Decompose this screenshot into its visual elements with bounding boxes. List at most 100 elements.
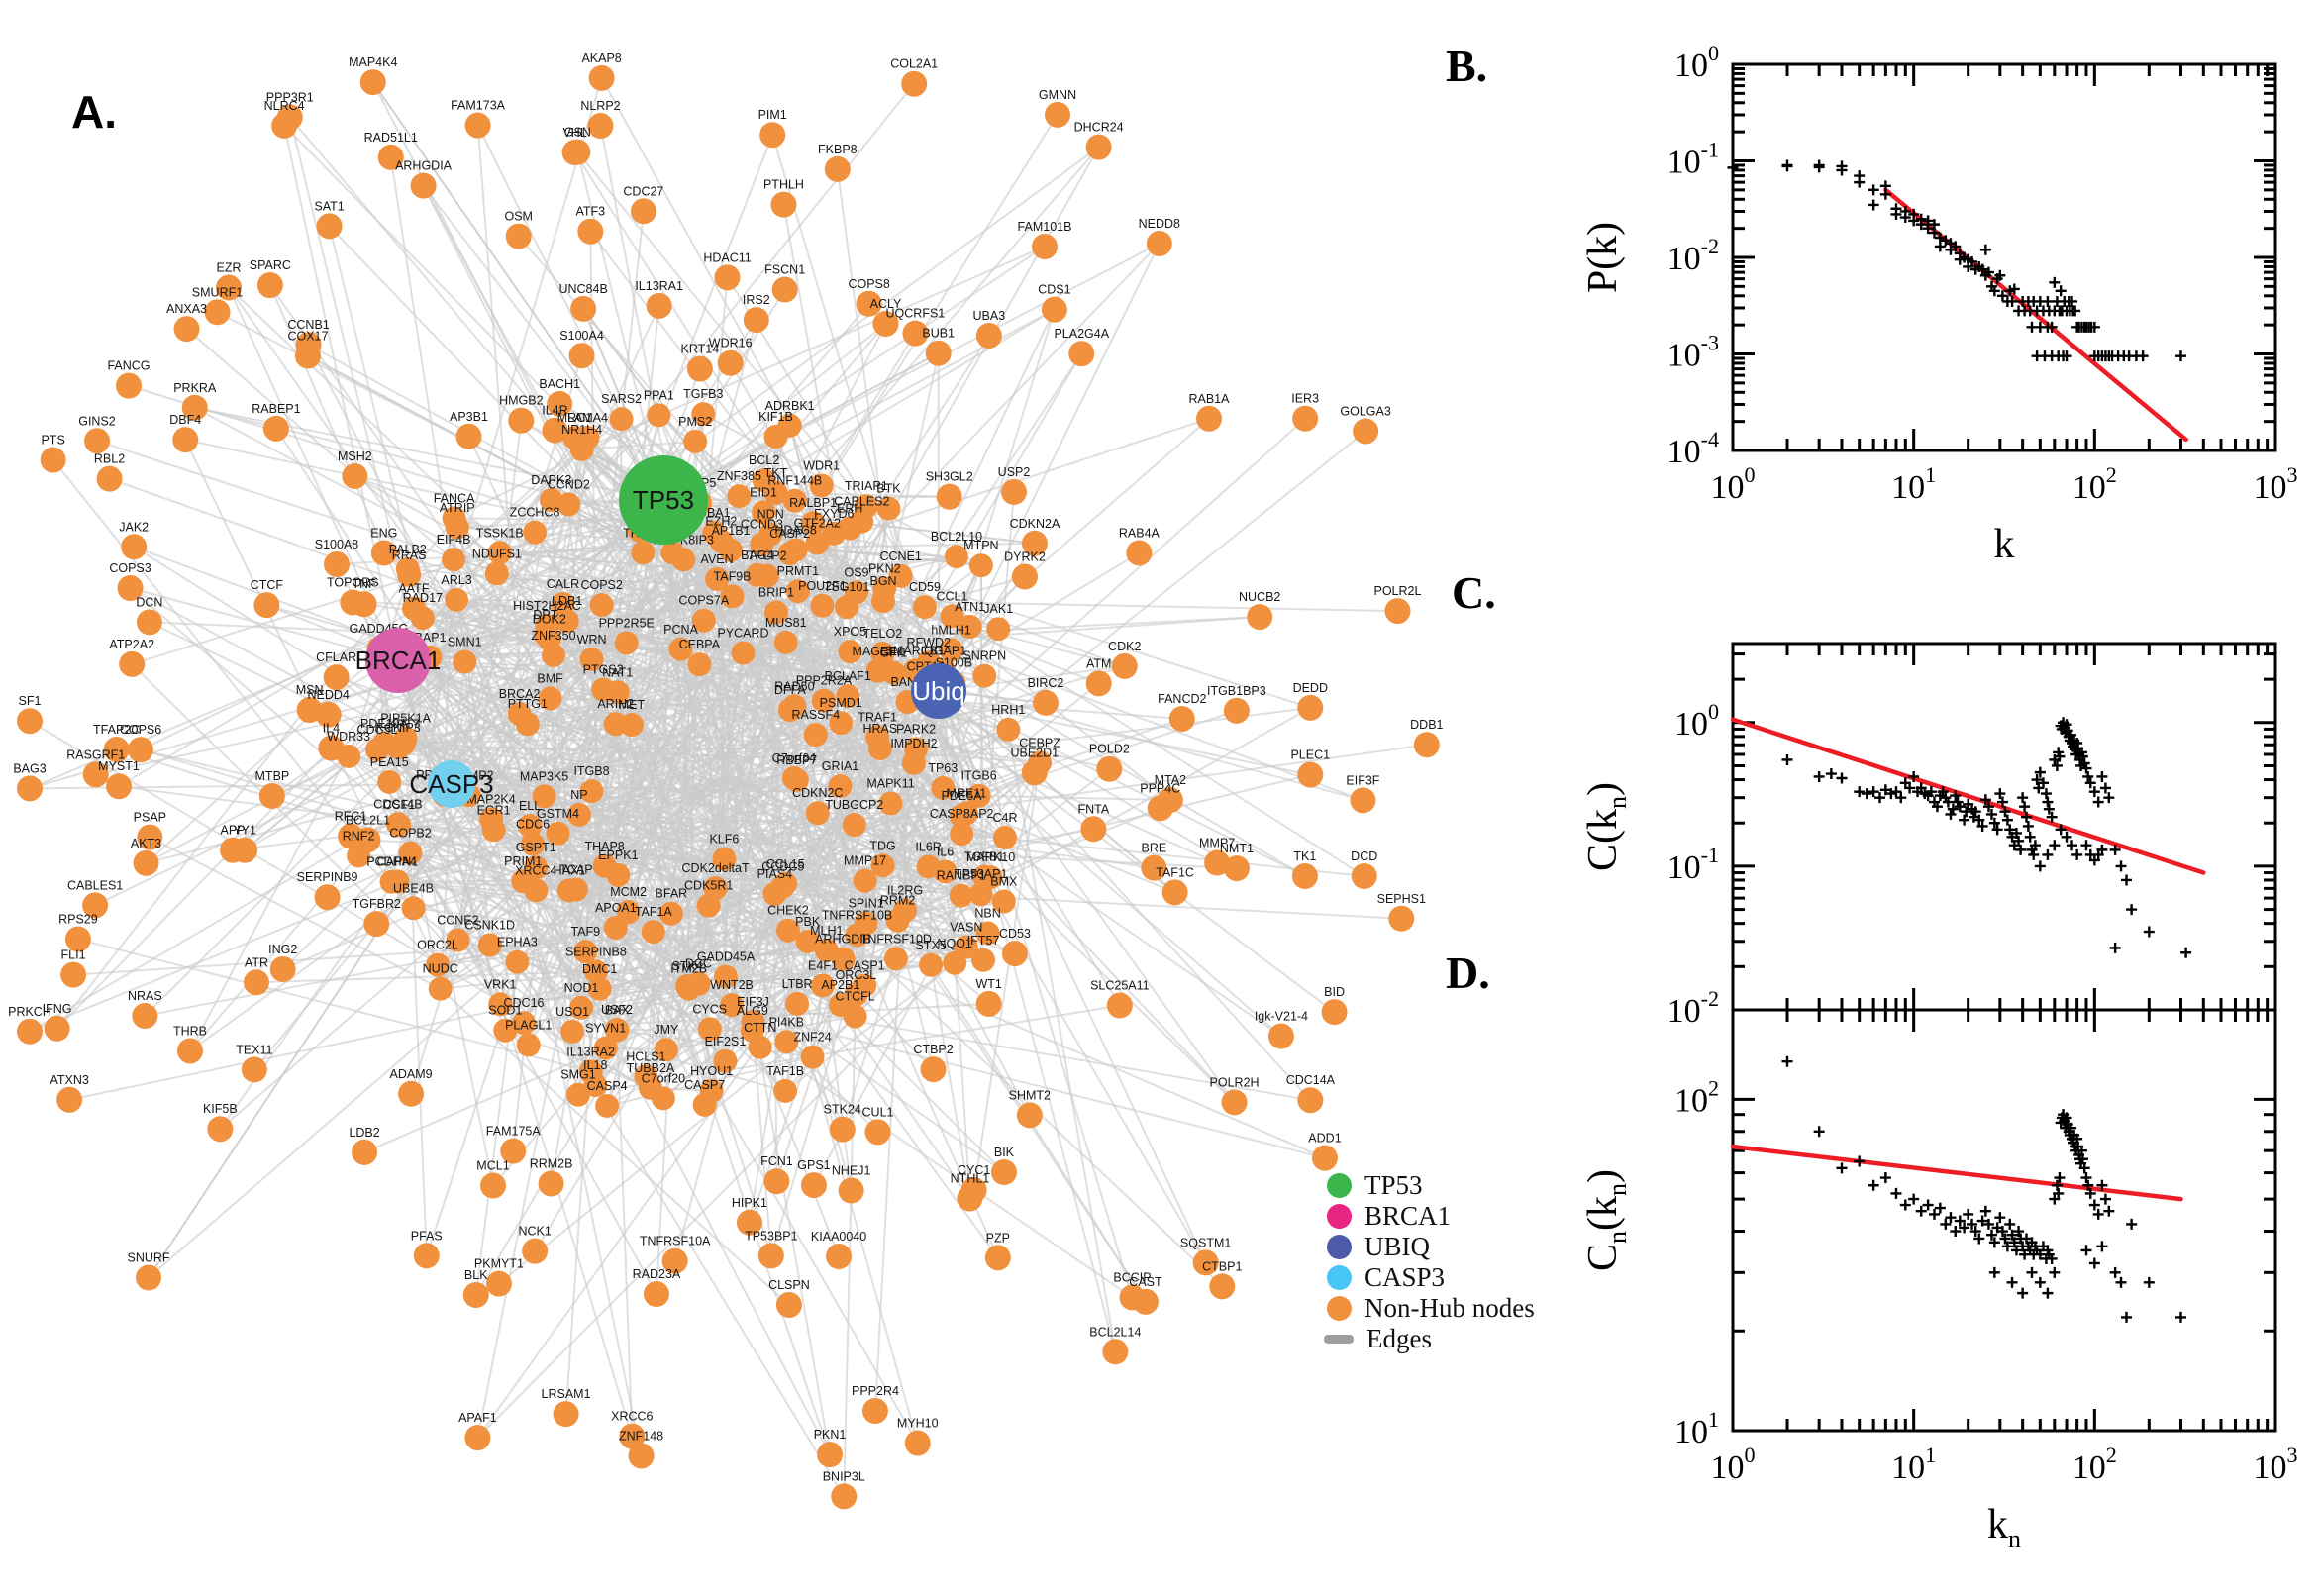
network-edge <box>662 322 887 501</box>
network-node <box>119 650 146 677</box>
network-edge <box>283 124 399 661</box>
network-edge <box>348 754 601 990</box>
axis-ticks <box>1731 1010 2277 1433</box>
network-node <box>342 462 368 489</box>
network-node-label: TAF9B <box>714 569 752 583</box>
network-node <box>1321 999 1348 1026</box>
network-node <box>258 783 285 810</box>
network-node-label: MTBP <box>255 769 290 783</box>
network-node <box>826 1244 853 1270</box>
network-node-label: EIF2S1 <box>705 1035 747 1048</box>
network-node-label: APOA1 <box>595 901 637 915</box>
network-node-label: GPS1 <box>797 1158 830 1172</box>
network-node-label: PSAP <box>134 811 166 825</box>
network-node <box>508 407 535 434</box>
network-edge <box>1007 728 1117 1353</box>
network-node <box>410 172 437 199</box>
network-node-label: AP2B1 <box>821 978 859 992</box>
network-edge <box>498 551 710 907</box>
network-node <box>763 600 788 625</box>
network-node <box>782 488 807 513</box>
network-node <box>136 1264 162 1291</box>
network-node-label: VASN <box>950 921 982 935</box>
network-node <box>811 688 836 713</box>
network-node <box>271 112 298 139</box>
network-node <box>990 1159 1017 1186</box>
network-node-label: ENG <box>370 526 397 540</box>
network-node <box>916 854 941 879</box>
network-node-label: MLH1 <box>810 924 843 938</box>
network-node-label: TAF1B <box>766 1064 804 1078</box>
network-node <box>743 307 769 334</box>
network-node-label: PPP2R2A <box>796 674 853 688</box>
network-node <box>538 1170 564 1197</box>
network-node-label: BUB1 <box>922 327 955 341</box>
network-node-label: EIF3J <box>737 995 769 1009</box>
network-edge <box>811 893 982 1058</box>
network-node-label: PRKCH <box>8 1005 51 1019</box>
network-edge <box>412 607 933 966</box>
x-axis-title: k <box>1994 522 2015 567</box>
network-node-label: CDK2deltaT <box>682 861 750 875</box>
network-node <box>777 541 802 565</box>
network-node <box>1209 1273 1236 1300</box>
network-node-label: CTBP1 <box>1202 1259 1242 1273</box>
y-tick-label: 10-2 <box>1667 234 1719 277</box>
network-node <box>950 822 974 847</box>
network-node <box>117 575 144 602</box>
network-edge <box>535 889 582 1009</box>
network-node-label: BMX <box>990 875 1018 889</box>
network-node <box>720 993 745 1018</box>
network-node <box>1041 296 1067 323</box>
network-node-label: HAX1 <box>554 863 586 877</box>
node-swatch-icon <box>1327 1235 1352 1259</box>
network-node-label: RANBP1 <box>937 869 986 883</box>
network-node <box>878 791 903 816</box>
network-node <box>958 614 982 639</box>
y-tick-label: 100 <box>1674 41 1719 84</box>
network-node <box>758 522 783 547</box>
network-node-label: CFLAR <box>316 650 356 664</box>
network-node <box>446 928 470 952</box>
network-edges <box>29 76 1428 1498</box>
network-node-label: PLA2G4A <box>1054 327 1109 341</box>
network-node <box>1350 787 1376 814</box>
network-node-label: THRB <box>173 1024 207 1038</box>
network-node-label: SERPINB8 <box>565 945 627 958</box>
network-node-label: THAP8 <box>584 840 624 853</box>
network-node <box>17 708 43 735</box>
network-node <box>1045 101 1071 128</box>
network-node-label: ZNF24 <box>793 1031 831 1045</box>
legend-item-casp3: CASP3 <box>1327 1262 1535 1293</box>
network-node <box>641 920 665 945</box>
network-node-label: VRK1 <box>484 977 517 991</box>
network-node <box>876 496 901 521</box>
network-node <box>269 955 296 982</box>
network-node-label: PI4KB <box>769 1015 804 1029</box>
network-node <box>972 864 997 889</box>
hub-casp3 <box>428 760 475 808</box>
network-node-label: BRE <box>1141 842 1166 855</box>
network-node <box>920 1056 947 1083</box>
network-node-label: WT1 <box>975 977 1001 991</box>
network-node-label: DBF4 <box>169 413 201 427</box>
hub-casp3-label: CASP3 <box>409 769 493 799</box>
network-node <box>442 506 466 531</box>
network-node <box>1126 540 1153 566</box>
network-node-label: NCK1 <box>518 1225 551 1239</box>
network-node <box>428 976 453 1001</box>
network-edge <box>567 503 734 1007</box>
network-node <box>748 1035 772 1059</box>
network-node <box>966 783 991 808</box>
network-node-label: SLC25A11 <box>1090 979 1150 993</box>
network-node-label: NP <box>570 788 587 802</box>
network-edge <box>620 210 645 421</box>
network-node-label: GMNN <box>1039 88 1076 102</box>
network-node <box>379 869 404 894</box>
network-node-label: CCND2 <box>548 477 590 491</box>
network-node <box>872 576 897 601</box>
network-node <box>758 1243 784 1269</box>
network-node <box>773 630 798 654</box>
network-node <box>901 70 928 97</box>
network-node-label: NHEJ1 <box>832 1164 871 1178</box>
